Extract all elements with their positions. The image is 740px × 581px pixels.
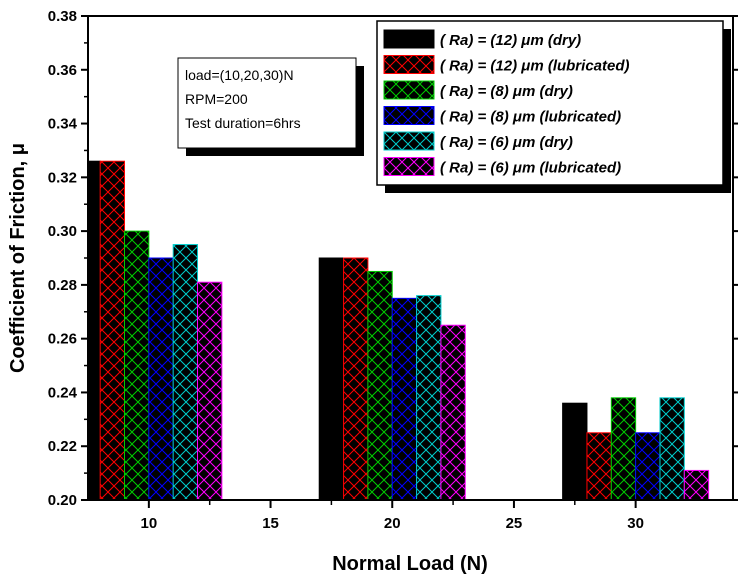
bar-series-2-10 (99, 160, 126, 500)
x-tick-label: 30 (627, 515, 644, 532)
bar-series-4-10 (148, 257, 174, 500)
bar-series-1-20 (318, 257, 345, 500)
y-tick-label: 0.22 (48, 438, 77, 455)
bar-series-4-30 (635, 432, 661, 500)
legend-swatch-1 (383, 29, 435, 49)
annotation-load: load=(10,20,30)N (185, 67, 294, 83)
bar-series-1-30 (562, 402, 588, 500)
legend-swatch-5 (383, 131, 435, 151)
annotation-box: load=(10,20,30)N RPM=200 Test duration=6… (177, 57, 364, 156)
legend-swatch-6 (383, 157, 435, 176)
legend-swatch-4 (383, 106, 435, 125)
legend-label-3: ( Ra) = (8) μm (dry) (440, 83, 573, 100)
annotation-duration: Test duration=6hrs (185, 115, 301, 131)
legend-label-1: ( Ra) = (12) μm (dry) (440, 32, 581, 49)
bar-series-5-10 (172, 244, 199, 500)
bar-series-6-10 (197, 281, 223, 500)
bar-series-5-20 (416, 295, 442, 500)
bar-series-4-20 (391, 297, 418, 500)
x-tick-label: 10 (141, 515, 158, 532)
annotation-rpm: RPM=200 (185, 91, 248, 107)
bar-series-6-20 (440, 324, 466, 500)
legend-swatch-2 (383, 55, 435, 74)
y-axis-label: Coefficient of Friction, μ (7, 143, 29, 373)
y-tick-label: 0.28 (48, 277, 77, 294)
legend-label-5: ( Ra) = (6) μm (dry) (440, 134, 573, 151)
legend-label-4: ( Ra) = (8) μm (lubricated) (440, 109, 621, 126)
bars-layer (88, 160, 710, 500)
x-tick-label: 25 (506, 515, 523, 532)
legend: ( Ra) = (12) μm (dry) ( Ra) = (12) μm (lu… (376, 20, 731, 193)
bar-series-3-10 (124, 230, 150, 500)
y-tick-label: 0.26 (48, 331, 77, 348)
legend-box (376, 20, 724, 186)
bar-series-3-20 (367, 270, 393, 500)
bar-series-2-20 (343, 257, 369, 500)
legend-swatch-3 (383, 80, 435, 100)
bar-series-6-30 (683, 469, 710, 500)
bar-series-2-30 (586, 432, 612, 500)
y-tick-label: 0.38 (48, 8, 77, 25)
legend-label-6: ( Ra) = (6) μm (lubricated) (440, 160, 621, 177)
legend-label-2: ( Ra) = (12) μm (lubricated) (440, 58, 630, 75)
y-tick-label: 0.36 (48, 62, 77, 79)
bar-series-3-30 (610, 397, 637, 500)
bar-series-5-30 (659, 397, 685, 500)
y-tick-label: 0.24 (48, 384, 78, 401)
x-tick-label: 20 (384, 515, 401, 532)
x-tick-label: 15 (262, 515, 279, 532)
x-axis-label: Normal Load (N) (332, 553, 488, 575)
y-tick-label: 0.32 (48, 169, 77, 186)
y-tick-label: 0.34 (48, 116, 78, 133)
y-tick-label: 0.20 (48, 492, 77, 509)
axes: 0.20 0.22 0.24 0.26 0.28 0.30 0.32 0.34 0.36 0.38… (48, 8, 738, 532)
y-tick-label: 0.30 (48, 223, 77, 240)
